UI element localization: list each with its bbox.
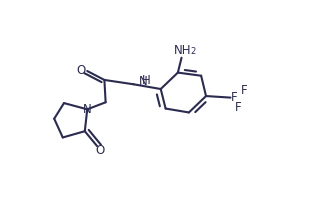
Text: F: F [241, 84, 247, 97]
Text: NH: NH [173, 44, 191, 57]
Text: F: F [231, 90, 238, 103]
Text: N: N [82, 103, 91, 116]
Text: 2: 2 [190, 47, 195, 56]
Text: N: N [138, 75, 147, 88]
Text: O: O [76, 63, 86, 76]
Text: F: F [234, 100, 241, 113]
Text: O: O [95, 143, 105, 156]
Text: H: H [142, 73, 150, 86]
